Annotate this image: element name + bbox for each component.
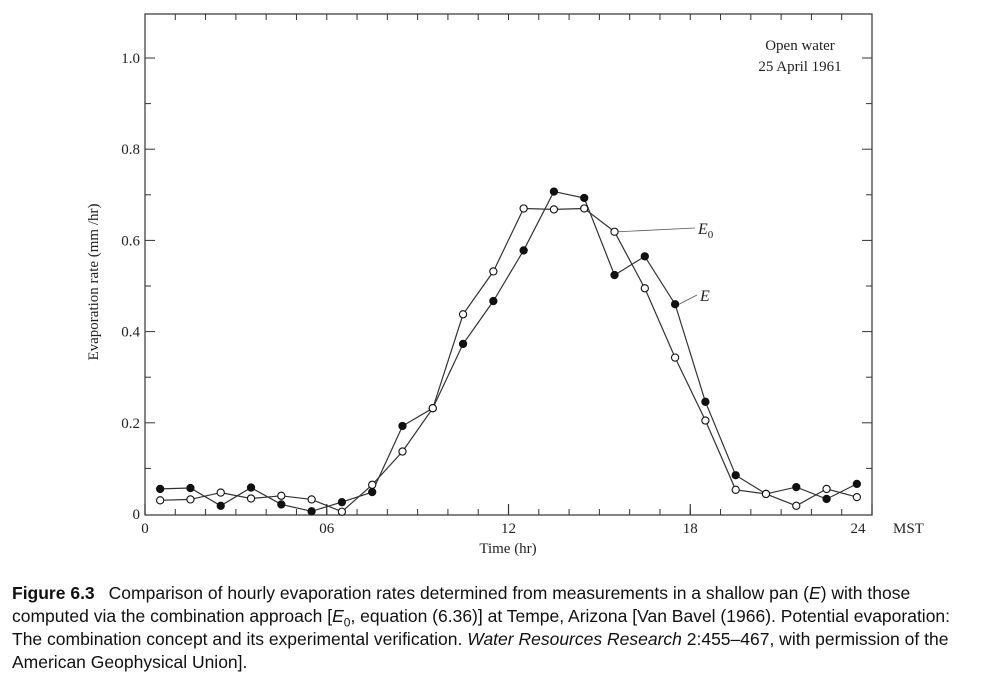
annotation-line-1: Open water [765, 38, 835, 54]
caption-text-c: , equation (6.36)] at Tempe, Arizona [Va… [12, 606, 951, 649]
x-axis-label: Time (hr) [479, 541, 536, 557]
series-layer [155, 187, 862, 516]
data-point-e [216, 501, 225, 510]
callout-label-sub: 0 [708, 229, 714, 241]
data-point-e [489, 296, 498, 306]
caption-text-b: ) with those computed via the combinatio… [12, 583, 911, 626]
data-point-e [822, 494, 831, 504]
data-point-e [731, 471, 740, 480]
caption-journal: Water Resources Research [467, 629, 682, 649]
y-tick-label: 0.6 [121, 233, 140, 249]
y-tick-label: 1.0 [121, 51, 140, 67]
data-point-e0 [458, 310, 468, 319]
data-point-e0 [852, 492, 862, 502]
x-tick-label: 06 [319, 521, 335, 537]
data-point-e [186, 483, 195, 493]
x-axis-unit-label: MST [893, 521, 924, 537]
series-line-e0 [160, 207, 858, 513]
data-point-e0 [580, 204, 589, 213]
data-point-e0 [246, 494, 256, 503]
data-point-e0 [277, 491, 286, 500]
data-point-e [307, 507, 316, 516]
callout-label-main: E [699, 288, 710, 305]
data-point-e0 [640, 284, 649, 293]
x-tick-label: 12 [501, 521, 516, 537]
data-point-e [246, 483, 256, 492]
data-point-e [701, 397, 710, 406]
y-tick-label: 0.4 [121, 325, 140, 341]
data-point-e0 [489, 267, 498, 276]
data-point-e [519, 246, 528, 255]
callout-leader [678, 294, 698, 305]
data-point-e0 [761, 489, 771, 499]
data-point-e0 [670, 353, 680, 362]
data-point-e [368, 487, 377, 497]
annotation-line-2: 25 April 1961 [758, 59, 841, 75]
callout-label: E [699, 288, 710, 305]
data-point-e0 [155, 496, 165, 505]
series-callouts: E0E [618, 221, 714, 305]
caption-text-a: Comparison of hourly evaporation rates d… [108, 583, 810, 603]
data-point-e0 [307, 495, 316, 504]
data-point-e0 [398, 447, 407, 456]
data-point-e0 [549, 205, 559, 214]
caption-em-b: E [332, 606, 344, 626]
data-point-e [458, 339, 468, 349]
series-line-e [160, 190, 858, 512]
data-point-e [337, 497, 347, 507]
axis-ticks: 0 06 12 18 24 0 0.2 0.4 0.6 0.8 1.0 [121, 14, 873, 537]
data-point-e0 [216, 488, 225, 497]
plot-frame [144, 13, 873, 516]
caption-em-a: E [809, 583, 821, 603]
data-point-e [155, 484, 165, 494]
data-point-e0 [186, 495, 195, 504]
callout-label: E0 [697, 221, 714, 241]
y-axis-label: Evaporation rate (mm /hr) [86, 203, 102, 360]
data-point-e0 [822, 484, 831, 494]
data-point-e [670, 300, 680, 309]
x-tick-label: 0 [141, 521, 149, 537]
data-point-e0 [610, 227, 619, 236]
y-tick-label: 0.2 [121, 416, 140, 432]
figure-caption: Figure 6.3 Comparison of hourly evaporati… [12, 582, 984, 674]
data-point-e [792, 482, 801, 492]
caption-label: Figure 6.3 [12, 583, 95, 603]
x-tick-label: 24 [851, 521, 867, 537]
data-point-e [610, 270, 619, 280]
data-point-e [852, 479, 862, 489]
x-tick-label: 18 [683, 521, 698, 537]
data-point-e0 [519, 204, 528, 213]
data-point-e0 [337, 507, 347, 516]
y-tick-label: 0 [133, 507, 141, 523]
data-point-e0 [701, 416, 710, 425]
data-point-e [580, 193, 589, 203]
callout-label-main: E [697, 221, 708, 238]
data-point-e0 [792, 501, 801, 510]
data-point-e [398, 421, 407, 431]
data-point-e0 [731, 485, 740, 494]
data-point-e0 [368, 480, 377, 489]
data-point-e [549, 187, 559, 196]
y-tick-label: 0.8 [121, 142, 140, 158]
callout-leader [618, 227, 696, 233]
data-point-e0 [428, 404, 437, 413]
caption-sub-b: 0 [343, 615, 351, 630]
data-point-e [640, 252, 649, 261]
data-point-e [277, 500, 286, 509]
caption-text-d: 2:455–467, with permission of the Americ… [12, 629, 949, 672]
